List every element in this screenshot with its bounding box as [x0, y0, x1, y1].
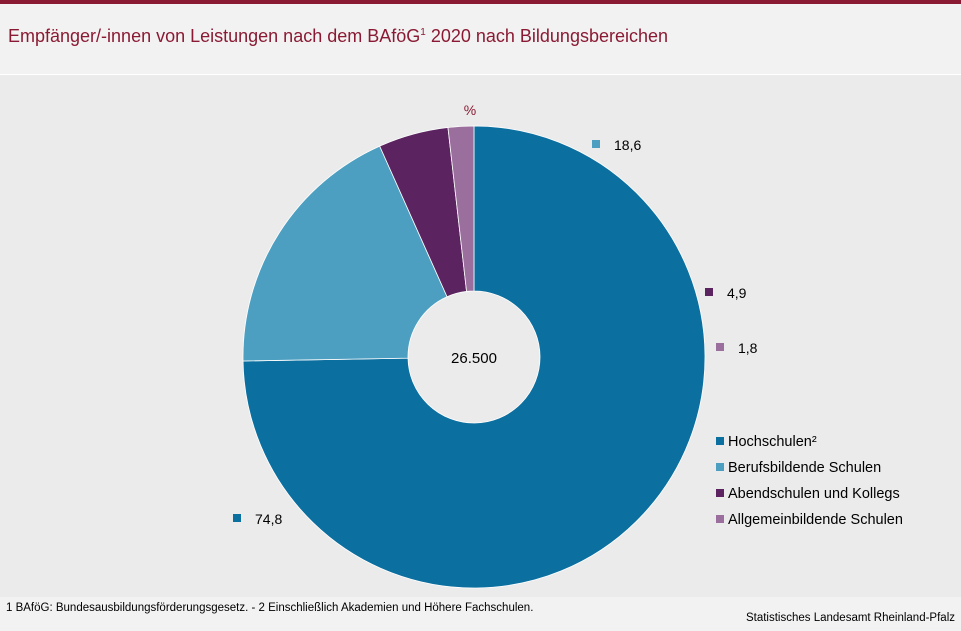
footnote: 1 BAföG: Bundesausbildungsförderungsgese…: [6, 602, 534, 614]
legend-label-2: Berufsbildende Schulen: [728, 460, 881, 476]
chart-title-main: Empfänger/-innen von Leistungen nach dem…: [8, 26, 421, 46]
legend-swatch-4: [716, 515, 724, 523]
donut-chart: % 74,8 18,6 4,9 1,8 26.500 Hochschulen² Berufsb…: [233, 102, 903, 589]
center-total-label: 26.500: [451, 350, 497, 367]
slice-value-label-1: 74,8: [255, 511, 282, 527]
legend-label-1: Hochschulen²: [728, 434, 817, 450]
legend-swatch-1: [716, 437, 724, 445]
slice-value-label-4: 1,8: [738, 340, 758, 356]
chart-title-rest: 2020 nach Bildungsbereichen: [425, 26, 669, 46]
chart-panel: % 74,8 18,6 4,9 1,8 26.500 Hochschulen² Berufsb…: [0, 74, 961, 597]
slice-value-label-3: 4,9: [727, 285, 747, 301]
pie-slice-4: [447, 125, 475, 292]
chart-title-sup: 1: [420, 27, 426, 38]
unit-label: %: [464, 102, 476, 118]
pie-slice-2: [242, 145, 448, 362]
legend-swatch-3: [716, 489, 724, 497]
slice-value-label-2: 18,6: [614, 137, 641, 153]
legend-swatch-2: [716, 463, 724, 471]
slice-label-marker-1: [233, 514, 241, 522]
slice-label-marker-4: [716, 343, 724, 351]
source-credit: Statistisches Landesamt Rheinland-Pfalz: [745, 612, 955, 624]
legend-label-4: Allgemeinbildende Schulen: [728, 512, 903, 528]
slice-label-marker-2: [592, 140, 600, 148]
chart-title: Empfänger/-innen von Leistungen nach dem…: [8, 26, 668, 47]
legend-label-3: Abendschulen und Kollegs: [728, 486, 900, 502]
pie-slice-1: [242, 125, 706, 589]
top-accent-bar: [0, 0, 961, 4]
slice-label-marker-3: [705, 288, 713, 296]
